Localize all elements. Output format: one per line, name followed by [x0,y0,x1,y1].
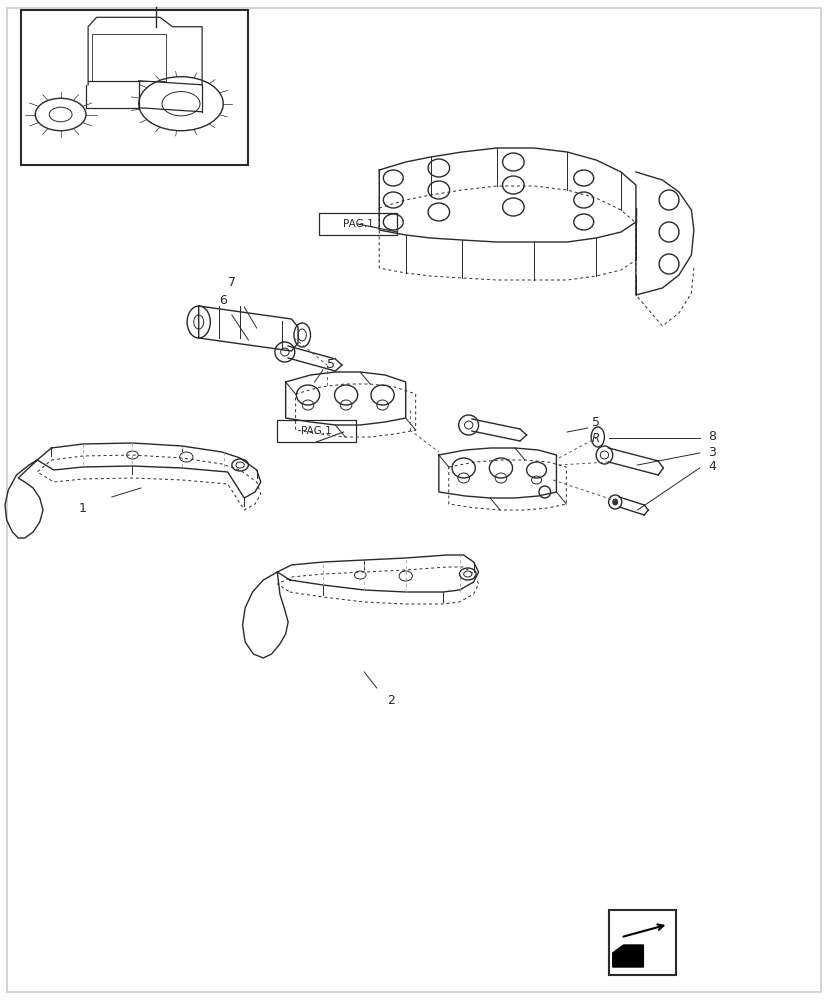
Text: 3: 3 [707,446,715,458]
Text: 8: 8 [707,430,715,444]
Text: 7: 7 [227,276,236,290]
Text: 2: 2 [387,694,395,706]
Text: 5: 5 [591,416,600,428]
Text: R: R [591,432,600,444]
Ellipse shape [612,499,617,505]
Bar [21,10,248,165]
Text: 6: 6 [219,294,227,306]
Bar [318,213,397,235]
Text: PAG.1: PAG.1 [301,426,332,436]
Text: 1: 1 [79,502,87,514]
Text: PAG.1: PAG.1 [342,219,373,229]
Bar [608,910,676,975]
Text: 5: 5 [327,359,335,371]
Polygon shape [612,945,643,967]
Bar [277,420,356,442]
Text: 4: 4 [707,460,715,474]
